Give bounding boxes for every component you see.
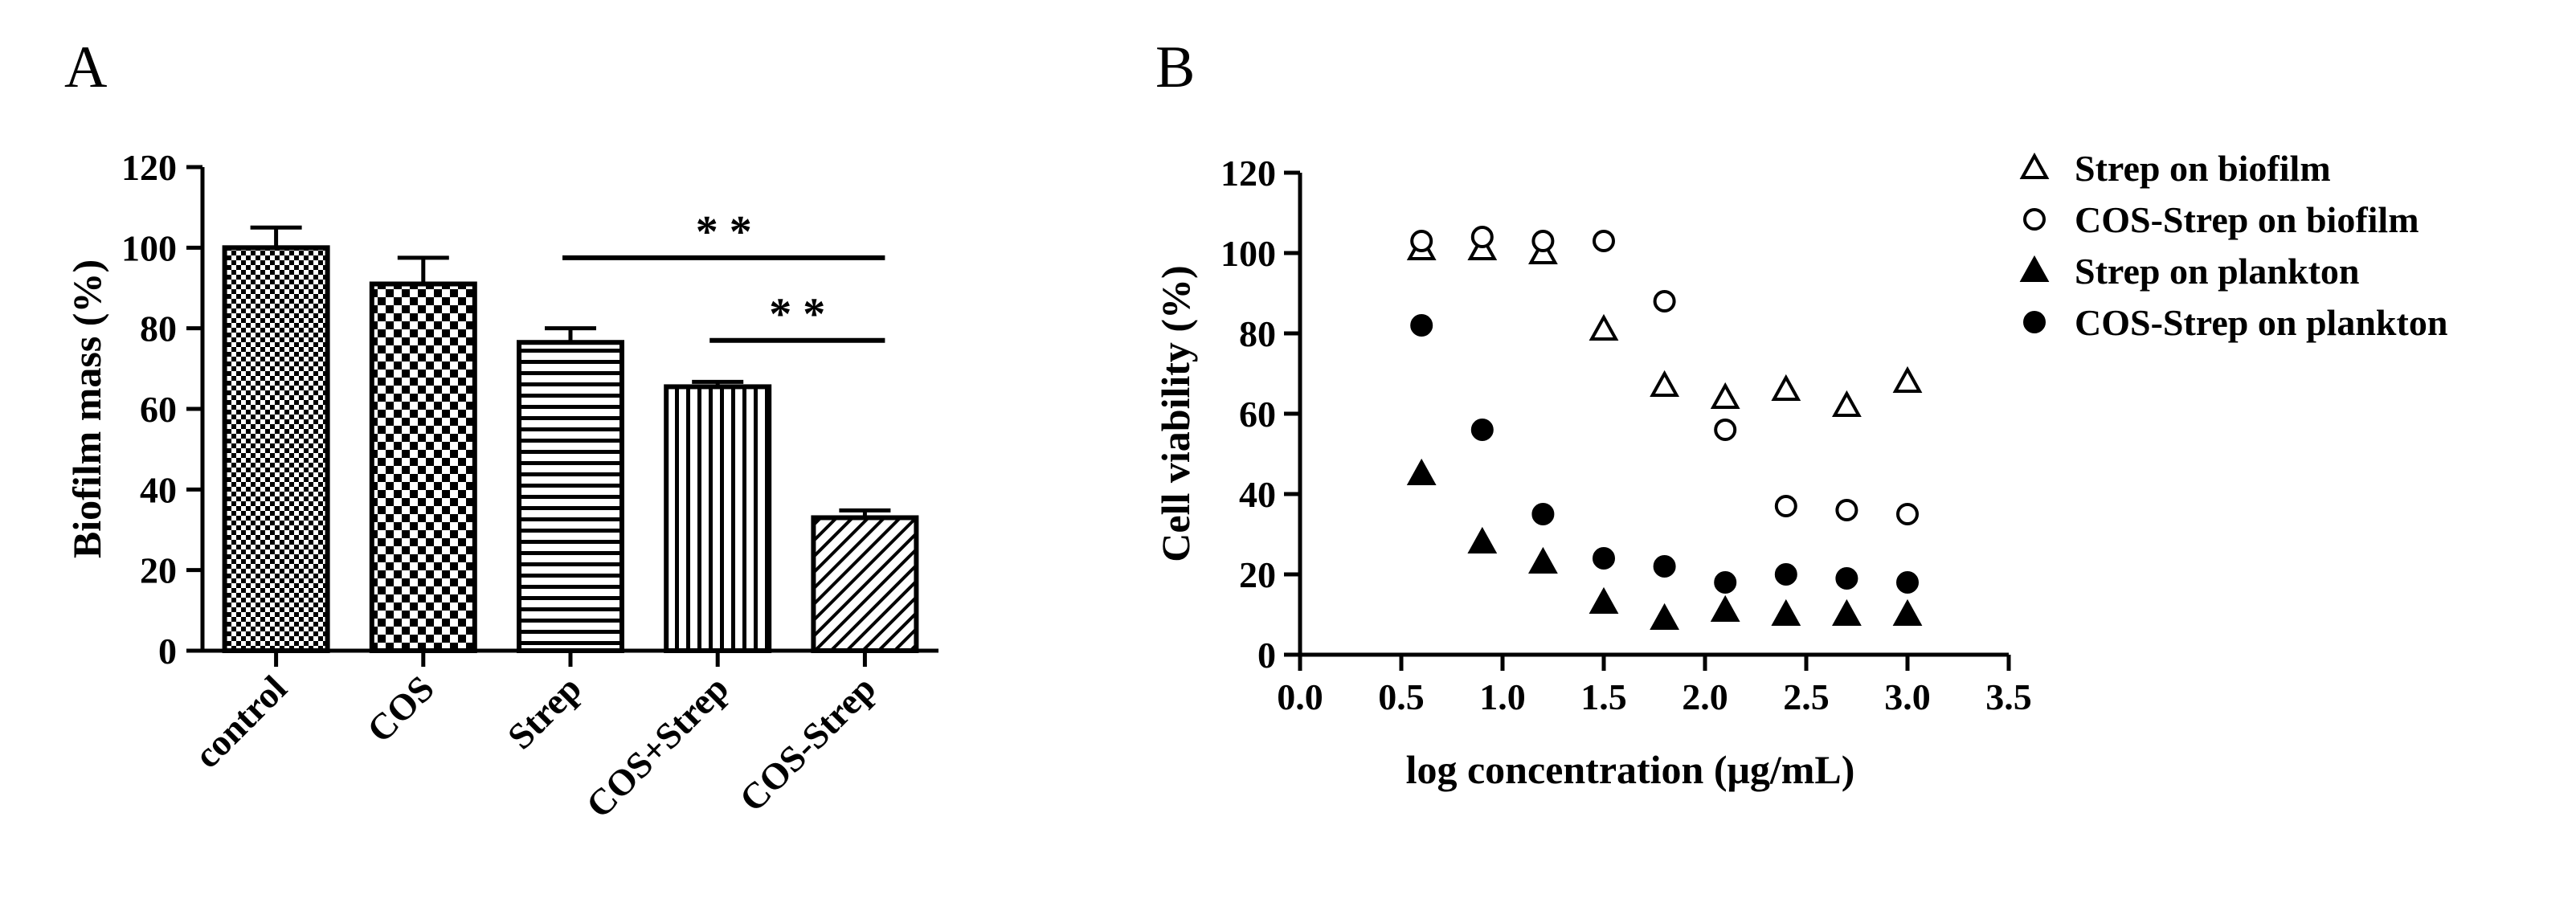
point-series-2	[1832, 598, 1862, 626]
y-tick-label: 60	[1239, 394, 1276, 435]
point-series-3	[1714, 571, 1737, 594]
category-label: control	[186, 668, 295, 776]
legend-label: Strep on plankton	[2075, 251, 2360, 292]
category-label: COS	[359, 668, 442, 750]
point-series-2	[1406, 458, 1437, 485]
legend-marker-3	[2023, 311, 2046, 333]
x-tick-label: 0.5	[1378, 676, 1425, 717]
point-series-1	[1714, 419, 1737, 441]
y-axis-title: Cell viability (%)	[1153, 265, 1198, 562]
bar-4	[811, 515, 919, 654]
panel-a-letter: A	[64, 35, 107, 100]
point-series-1	[1653, 290, 1676, 312]
legend-label: COS-Strep on biofilm	[2075, 199, 2419, 240]
significance-label: * *	[769, 290, 825, 340]
point-series-0	[1771, 374, 1801, 401]
y-tick-label: 100	[121, 227, 177, 268]
category-label: Strep	[500, 668, 589, 757]
point-series-3	[1835, 567, 1858, 590]
point-series-1	[1593, 230, 1615, 252]
point-series-3	[1593, 547, 1615, 570]
panel-b-letter: B	[1155, 35, 1195, 100]
bar-3	[664, 384, 772, 653]
y-tick-label: 80	[140, 308, 177, 349]
y-tick-label: 120	[121, 147, 177, 188]
category-label: COS+Strep	[578, 668, 736, 826]
point-series-3	[1470, 419, 1494, 441]
y-tick-label: 120	[1221, 153, 1276, 194]
point-series-0	[1589, 313, 1619, 341]
point-series-3	[1410, 314, 1433, 337]
point-series-2	[1710, 594, 1740, 622]
y-tick-label: 100	[1221, 233, 1276, 274]
legend-marker-2	[2019, 255, 2050, 282]
y-tick-label: 20	[1239, 554, 1276, 595]
bar-1	[369, 281, 477, 653]
point-series-0	[1710, 382, 1740, 409]
y-tick-label: 60	[140, 389, 177, 430]
x-tick-label: 3.0	[1884, 676, 1931, 717]
point-series-2	[1467, 526, 1498, 553]
y-tick-label: 80	[1239, 313, 1276, 354]
point-series-3	[1774, 563, 1797, 586]
y-axis-title: Biofilm mass (%)	[64, 259, 109, 558]
x-tick-label: 3.5	[1985, 676, 2032, 717]
category-label: COS-Strep	[731, 668, 883, 819]
point-series-0	[1650, 370, 1679, 397]
point-series-1	[1774, 495, 1797, 517]
x-axis-title: log concentration (μg/mL)	[1406, 747, 1855, 792]
x-tick-label: 1.5	[1580, 676, 1627, 717]
bar-chart-panel-a: 0 20 40 60 80 100 120 Biofilm mass (%) control CO…	[64, 147, 938, 826]
point-series-1	[1531, 230, 1555, 252]
point-series-1	[1410, 230, 1433, 252]
point-series-3	[1896, 571, 1919, 594]
point-series-2	[1650, 602, 1679, 630]
legend-marker-0	[2019, 152, 2050, 179]
x-tick-label: 2.5	[1783, 676, 1830, 717]
bar-2	[517, 340, 624, 653]
x-tick-label: 0.0	[1277, 676, 1323, 717]
point-series-0	[1892, 366, 1923, 393]
y-tick-label: 0	[158, 631, 177, 672]
x-tick-label: 2.0	[1682, 676, 1728, 717]
point-series-3	[1653, 555, 1676, 578]
point-series-1	[1835, 499, 1858, 521]
point-series-1	[1470, 226, 1494, 248]
point-series-2	[1528, 546, 1558, 574]
point-series-0	[1832, 390, 1862, 417]
point-series-2	[1589, 586, 1619, 614]
x-tick-label: 1.0	[1479, 676, 1526, 717]
y-tick-label: 40	[1239, 474, 1276, 515]
scatter-chart-panel-b: 0 20 40 60 80 100 120 0.0 0.5 1.0 1.5 2.0 2.5 3.0 3.5 C…	[1153, 148, 2447, 792]
point-series-1	[1896, 503, 1919, 525]
legend-marker-1	[2023, 208, 2046, 231]
point-series-2	[1771, 598, 1801, 626]
bar-0	[222, 245, 330, 653]
y-tick-label: 0	[1257, 635, 1276, 676]
significance-label: * *	[696, 207, 752, 257]
point-series-3	[1531, 503, 1555, 525]
legend-label: COS-Strep on plankton	[2075, 302, 2447, 343]
point-series-2	[1892, 598, 1923, 626]
legend-label: Strep on biofilm	[2075, 148, 2331, 189]
y-tick-label: 20	[140, 550, 177, 591]
y-tick-label: 40	[140, 469, 177, 510]
